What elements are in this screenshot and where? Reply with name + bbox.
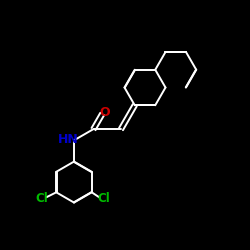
Text: Cl: Cl bbox=[98, 192, 110, 205]
Text: HN: HN bbox=[58, 132, 78, 145]
Text: O: O bbox=[100, 106, 110, 119]
Text: Cl: Cl bbox=[36, 192, 48, 205]
